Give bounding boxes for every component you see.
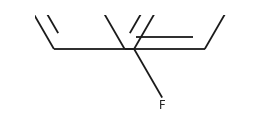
Text: F: F (159, 99, 165, 112)
